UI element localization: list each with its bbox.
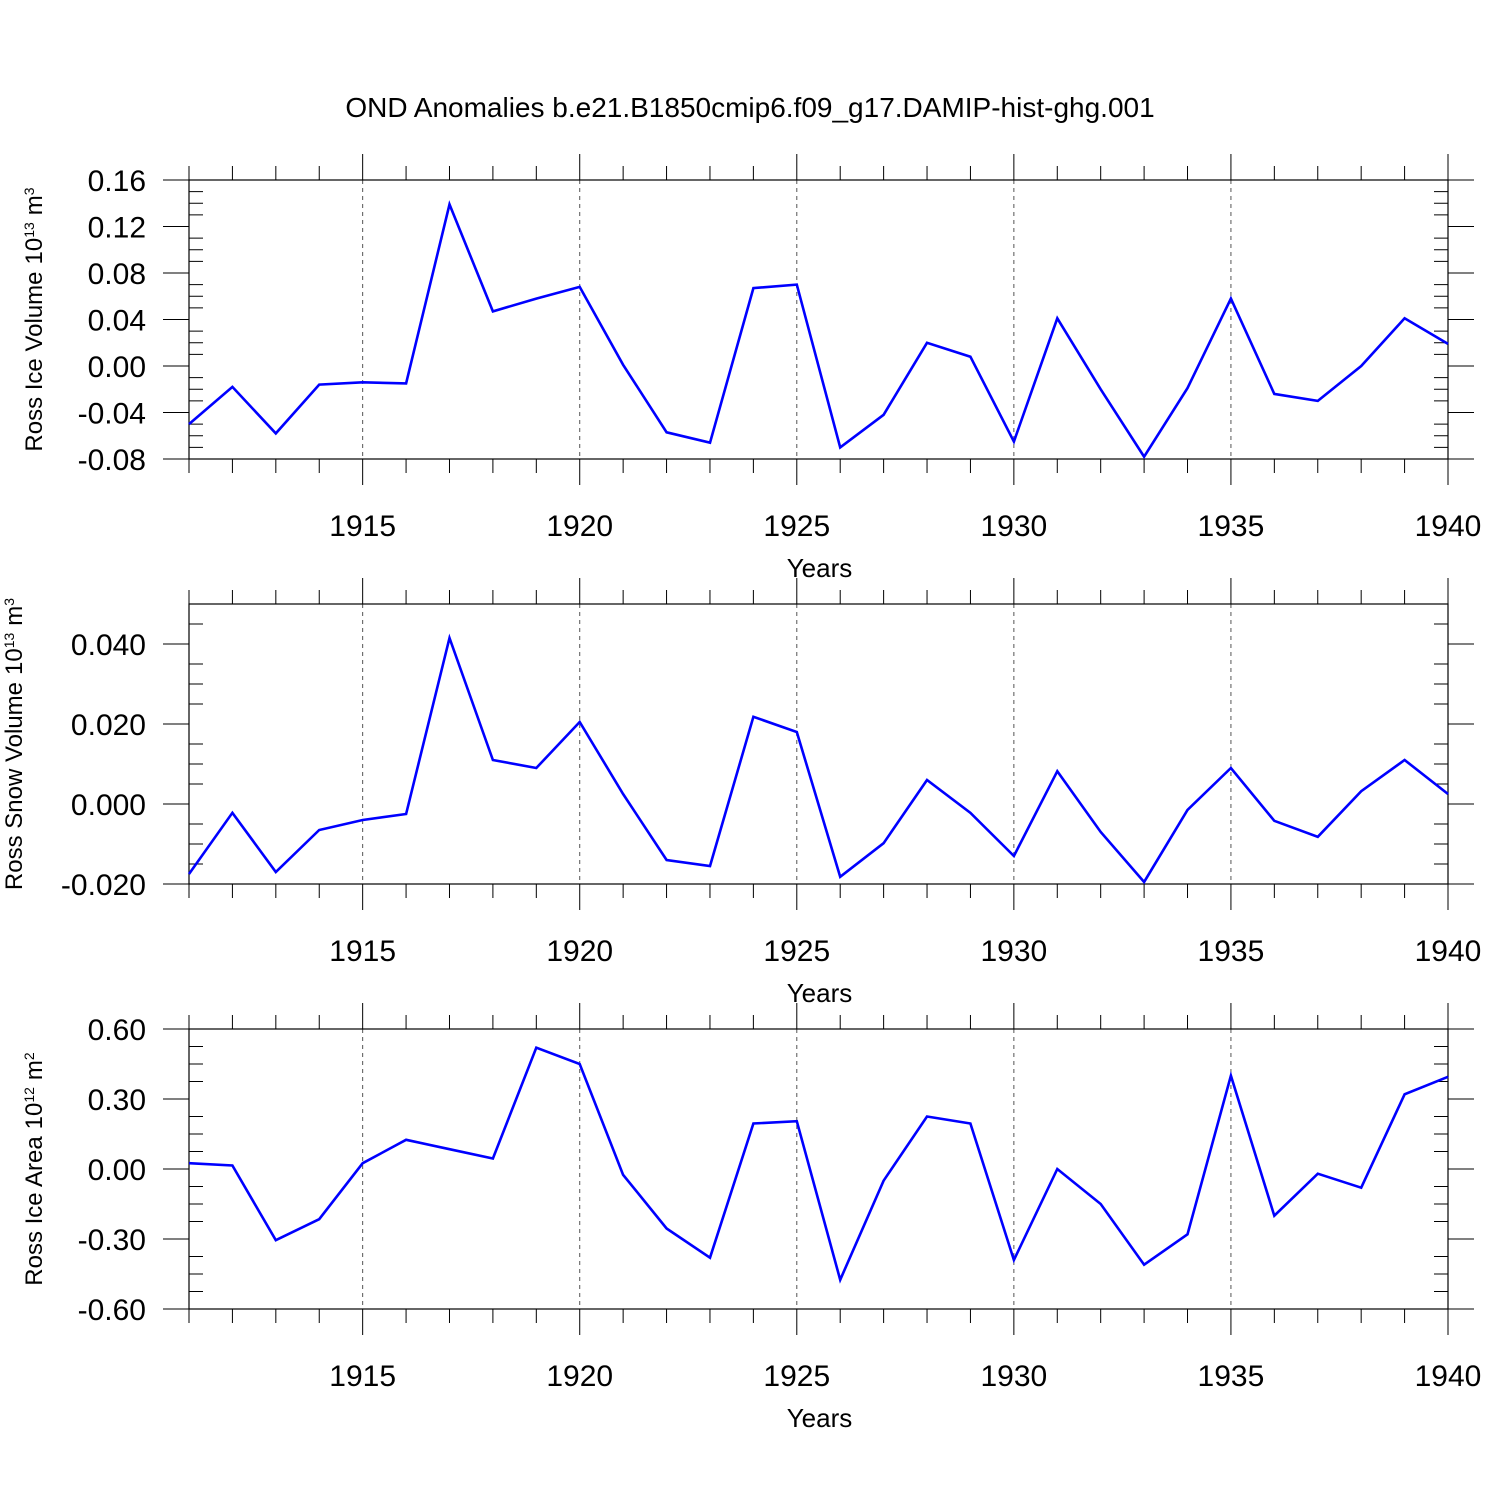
plot-frame bbox=[188, 603, 1449, 885]
y-tick-label: 0.08 bbox=[88, 258, 146, 291]
y-axis-label-yunit-exp: 13 bbox=[21, 222, 37, 238]
y-axis-label: Ross Snow Volume 1013 m3 bbox=[1, 598, 28, 890]
y-axis-label-yunit-unit: m bbox=[21, 1060, 48, 1080]
x-tick-label: 1930 bbox=[980, 1360, 1047, 1393]
y-tick-label: 0.30 bbox=[88, 1084, 146, 1117]
y-axis-label-yunit-unit-exp: 2 bbox=[21, 1052, 37, 1060]
x-tick-label: 1930 bbox=[980, 510, 1047, 543]
x-axis-label: Years bbox=[787, 553, 853, 583]
y-tick-label: -0.30 bbox=[78, 1224, 146, 1257]
y-tick-label: 0.16 bbox=[88, 165, 146, 198]
x-tick-label: 1940 bbox=[1415, 935, 1482, 968]
x-tick-label: 1940 bbox=[1415, 1360, 1482, 1393]
y-axis-label: Ross Ice Volume 1013 m3 bbox=[21, 187, 48, 451]
y-axis-label-ylabel: Ross Snow Volume bbox=[1, 682, 28, 890]
y-axis-label-yunit-unit-exp: 3 bbox=[21, 187, 37, 195]
y-tick-label: 0.000 bbox=[71, 789, 146, 822]
chart-panel-2: -0.020 0.000 0.020 0.040 1915 1920 1925 1930 193… bbox=[1, 578, 1481, 1008]
y-tick-label: 0.04 bbox=[88, 305, 146, 338]
y-axis-label-ylabel: Ross Ice Area bbox=[21, 1136, 48, 1286]
figure-title: OND Anomalies b.e21.B1850cmip6.f09_g17.D… bbox=[345, 92, 1154, 123]
y-axis-label-yunit-exp: 13 bbox=[1, 632, 17, 648]
x-tick-label: 1920 bbox=[546, 935, 613, 968]
x-tick-label: 1915 bbox=[329, 935, 396, 968]
y-axis-label-yunit-unit: m bbox=[1, 606, 28, 626]
x-tick-label: 1915 bbox=[329, 510, 396, 543]
x-tick-label: 1940 bbox=[1415, 510, 1482, 543]
y-axis-label-yunit-exp: 12 bbox=[21, 1087, 37, 1103]
y-axis-label-yunit-unit-exp: 3 bbox=[1, 598, 17, 606]
x-tick-label: 1925 bbox=[763, 935, 830, 968]
plot-frame bbox=[188, 179, 1449, 460]
plot-frame bbox=[188, 1028, 1449, 1310]
x-tick-label: 1925 bbox=[763, 1360, 830, 1393]
y-tick-label: 0.60 bbox=[88, 1014, 146, 1047]
y-tick-label: 0.00 bbox=[88, 351, 146, 384]
chart-panel-1: -0.08 -0.04 0.00 0.04 0.08 0.12 0.16 1915 1920 19… bbox=[21, 154, 1481, 583]
x-axis-label: Years bbox=[787, 978, 853, 1008]
x-tick-label: 1925 bbox=[763, 510, 830, 543]
y-axis-label-ylabel: Ross Ice Volume bbox=[21, 271, 48, 451]
y-tick-label: 0.040 bbox=[71, 629, 146, 662]
y-tick-label: -0.08 bbox=[78, 444, 146, 477]
y-tick-label: -0.60 bbox=[78, 1294, 146, 1327]
x-tick-label: 1920 bbox=[546, 1360, 613, 1393]
x-tick-label: 1930 bbox=[980, 935, 1047, 968]
y-axis-label-yunit-unit: m bbox=[21, 195, 48, 215]
x-axis-label: Years bbox=[787, 1403, 853, 1433]
y-axis-label: Ross Ice Area 1012 m2 bbox=[21, 1052, 48, 1286]
y-axis-label-yunit-base: 10 bbox=[21, 1103, 48, 1130]
x-tick-label: 1920 bbox=[546, 510, 613, 543]
y-tick-label: 0.00 bbox=[88, 1154, 146, 1187]
x-tick-label: 1935 bbox=[1198, 935, 1265, 968]
y-tick-label: 0.12 bbox=[88, 212, 146, 245]
x-tick-label: 1935 bbox=[1198, 510, 1265, 543]
y-axis-label-yunit-base: 10 bbox=[1, 648, 28, 675]
y-tick-label: -0.020 bbox=[61, 869, 146, 902]
y-tick-label: 0.020 bbox=[71, 709, 146, 742]
y-tick-label: -0.04 bbox=[78, 398, 146, 431]
x-tick-label: 1935 bbox=[1198, 1360, 1265, 1393]
x-tick-label: 1915 bbox=[329, 1360, 396, 1393]
chart-panel-3: -0.60 -0.30 0.00 0.30 0.60 1915 1920 1925 1930 19… bbox=[21, 1003, 1481, 1433]
series-line bbox=[187, 633, 1449, 885]
y-axis-label-yunit-base: 10 bbox=[21, 238, 48, 265]
series-line bbox=[188, 1046, 1449, 1284]
series-line bbox=[188, 200, 1449, 460]
